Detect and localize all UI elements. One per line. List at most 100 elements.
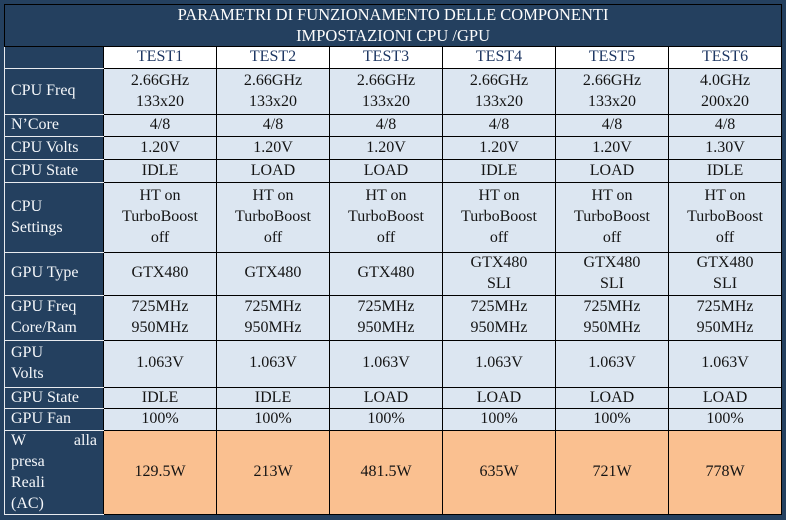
table-row-gpu-freq: GPU Freq Core/Ram 725MHz 950MHz 725MHz 9… (4, 294, 783, 341)
row-label-cpu-settings: CPU Settings (4, 182, 104, 254)
data-cell: GTX480 SLI (667, 252, 783, 296)
data-cell: 725MHz 950MHz (103, 294, 217, 341)
data-cell: GTX480 (329, 252, 443, 296)
data-cell: HT on TurboBoost off (667, 182, 783, 254)
title-line-2: IMPOSTAZIONI CPU /GPU (296, 25, 491, 45)
row-label-gpu-type: GPU Type (4, 252, 104, 296)
data-cell: HT on TurboBoost off (555, 182, 669, 254)
data-cell: GTX480 SLI (442, 252, 556, 296)
component-parameters-table: PARAMETRI DI FUNZIONAMENTO DELLE COMPONE… (3, 3, 783, 516)
data-cell: LOAD (442, 386, 556, 410)
data-cell: 4/8 (329, 114, 443, 138)
data-cell: 4/8 (103, 114, 217, 138)
data-cell: 2.66GHz 133x20 (442, 68, 556, 116)
row-label-n-core: N’Core (4, 114, 104, 138)
row-label-gpu-freq: GPU Freq Core/Ram (4, 294, 104, 341)
data-cell: 1.30V (667, 136, 783, 161)
table-row-gpu-state: GPU State IDLE IDLE LOAD LOAD LOAD LOAD (4, 386, 783, 410)
corner-cell (4, 46, 104, 70)
row-label-gpu-volts: GPU Volts (4, 339, 104, 388)
data-cell: 100% (103, 408, 217, 432)
column-header-test1: TEST1 (103, 46, 217, 70)
table-row-cpu-settings: CPU Settings HT on TurboBoost off HT on … (4, 182, 783, 254)
data-cell: 1.20V (329, 136, 443, 161)
data-cell: 725MHz 950MHz (667, 294, 783, 341)
data-cell: IDLE (216, 386, 330, 410)
row-label-gpu-state: GPU State (4, 386, 104, 410)
column-header-test5: TEST5 (555, 46, 669, 70)
data-cell-power: 635W (442, 430, 556, 516)
data-cell: 1.20V (555, 136, 669, 161)
column-header-test3: TEST3 (329, 46, 443, 70)
data-cell: 100% (329, 408, 443, 432)
data-cell: 1.063V (216, 339, 330, 388)
data-cell: 2.66GHz 133x20 (555, 68, 669, 116)
title-line-1: PARAMETRI DI FUNZIONAMENTO DELLE COMPONE… (177, 5, 609, 24)
data-cell: HT on TurboBoost off (442, 182, 556, 254)
data-cell: GTX480 (103, 252, 217, 296)
data-cell: 100% (667, 408, 783, 432)
data-cell: 2.66GHz 133x20 (216, 68, 330, 116)
power-label-rest: presa Reali (AC) (11, 453, 45, 512)
data-cell: GTX480 (216, 252, 330, 296)
data-cell: 1.20V (103, 136, 217, 161)
data-cell-power: 481.5W (329, 430, 443, 516)
data-cell: 1.063V (103, 339, 217, 388)
data-cell: 725MHz 950MHz (442, 294, 556, 341)
data-cell: 1.20V (442, 136, 556, 161)
data-cell: 1.063V (329, 339, 443, 388)
data-cell: 725MHz 950MHz (555, 294, 669, 341)
data-cell: 1.063V (442, 339, 556, 388)
data-cell: 2.66GHz 133x20 (329, 68, 443, 116)
column-header-test6: TEST6 (667, 46, 783, 70)
data-cell: LOAD (555, 386, 669, 410)
data-cell: IDLE (103, 386, 217, 410)
data-cell: 100% (216, 408, 330, 432)
data-cell: IDLE (667, 159, 783, 184)
data-cell: LOAD (555, 159, 669, 184)
data-cell: HT on TurboBoost off (216, 182, 330, 254)
data-cell: LOAD (329, 159, 443, 184)
data-cell: 4/8 (442, 114, 556, 138)
data-cell: IDLE (103, 159, 217, 184)
data-cell: LOAD (216, 159, 330, 184)
table-row-cpu-freq: CPU Freq 2.66GHz 133x20 2.66GHz 133x20 2… (4, 68, 783, 116)
column-header-row: TEST1 TEST2 TEST3 TEST4 TEST5 TEST6 (4, 46, 783, 70)
table-row-cpu-state: CPU State IDLE LOAD LOAD IDLE LOAD IDLE (4, 159, 783, 184)
column-header-test4: TEST4 (442, 46, 556, 70)
data-cell: 100% (555, 408, 669, 432)
data-cell: 4/8 (555, 114, 669, 138)
column-header-test2: TEST2 (216, 46, 330, 70)
table-row-gpu-volts: GPU Volts 1.063V 1.063V 1.063V 1.063V 1.… (4, 339, 783, 388)
data-cell: HT on TurboBoost off (103, 182, 217, 254)
data-cell: 100% (442, 408, 556, 432)
data-cell: 4.0GHz 200x20 (667, 68, 783, 116)
row-label-cpu-freq: CPU Freq (4, 68, 104, 116)
data-cell: 4/8 (216, 114, 330, 138)
data-cell-power: 721W (555, 430, 669, 516)
data-cell: 725MHz 950MHz (216, 294, 330, 341)
row-label-cpu-state: CPU State (4, 159, 104, 184)
data-cell: 1.063V (667, 339, 783, 388)
row-label-cpu-volts: CPU Volts (4, 136, 104, 161)
table-row-gpu-type: GPU Type GTX480 GTX480 GTX480 GTX480 SLI… (4, 252, 783, 296)
data-cell-power: 129.5W (103, 430, 217, 516)
data-cell: 725MHz 950MHz (329, 294, 443, 341)
data-cell: HT on TurboBoost off (329, 182, 443, 254)
table-row-gpu-fan: GPU Fan 100% 100% 100% 100% 100% 100% (4, 408, 783, 432)
table-title: PARAMETRI DI FUNZIONAMENTO DELLE COMPONE… (3, 3, 783, 48)
data-cell-power: 778W (667, 430, 783, 516)
data-cell-power: 213W (216, 430, 330, 516)
data-cell: 1.20V (216, 136, 330, 161)
table-row-n-core: N’Core 4/8 4/8 4/8 4/8 4/8 4/8 (4, 114, 783, 138)
data-cell: 4/8 (667, 114, 783, 138)
row-label-gpu-fan: GPU Fan (4, 408, 104, 432)
data-cell: IDLE (442, 159, 556, 184)
title-row: PARAMETRI DI FUNZIONAMENTO DELLE COMPONE… (3, 3, 783, 48)
data-cell: 2.66GHz 133x20 (103, 68, 217, 116)
data-cell: 1.063V (555, 339, 669, 388)
